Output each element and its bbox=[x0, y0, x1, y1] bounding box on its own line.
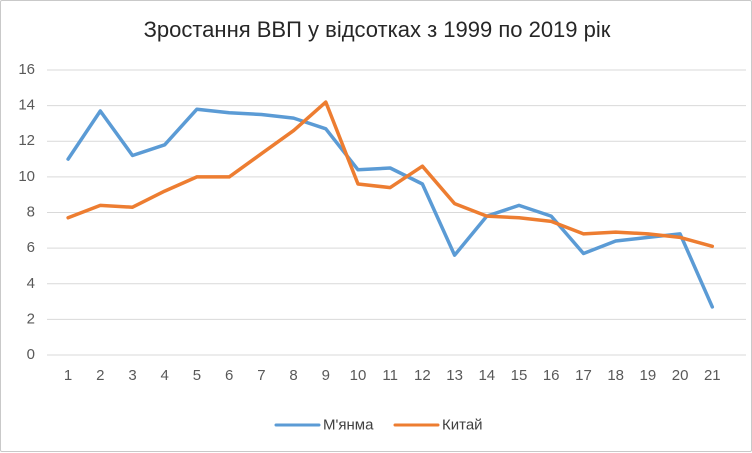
svg-text:8: 8 bbox=[27, 204, 35, 221]
svg-text:6: 6 bbox=[225, 367, 233, 384]
svg-text:21: 21 bbox=[704, 367, 721, 384]
svg-text:4: 4 bbox=[27, 275, 35, 292]
svg-text:10: 10 bbox=[18, 168, 35, 185]
svg-text:17: 17 bbox=[575, 367, 592, 384]
svg-text:8: 8 bbox=[289, 367, 297, 384]
svg-text:10: 10 bbox=[350, 367, 367, 384]
svg-text:19: 19 bbox=[640, 367, 657, 384]
svg-text:2: 2 bbox=[27, 310, 35, 327]
svg-text:6: 6 bbox=[27, 239, 35, 256]
svg-text:20: 20 bbox=[672, 367, 689, 384]
svg-text:18: 18 bbox=[607, 367, 624, 384]
svg-text:9: 9 bbox=[322, 367, 330, 384]
svg-text:Китай: Китай bbox=[442, 417, 483, 434]
svg-text:13: 13 bbox=[446, 367, 463, 384]
svg-text:4: 4 bbox=[161, 367, 169, 384]
svg-text:М'янма: М'янма bbox=[323, 417, 374, 434]
svg-text:12: 12 bbox=[414, 367, 431, 384]
svg-text:7: 7 bbox=[257, 367, 265, 384]
svg-text:14: 14 bbox=[18, 97, 35, 114]
svg-text:2: 2 bbox=[96, 367, 104, 384]
svg-text:16: 16 bbox=[18, 61, 35, 78]
svg-text:5: 5 bbox=[193, 367, 201, 384]
svg-text:1: 1 bbox=[64, 367, 72, 384]
svg-text:14: 14 bbox=[478, 367, 495, 384]
svg-text:16: 16 bbox=[543, 367, 560, 384]
svg-text:0: 0 bbox=[27, 346, 35, 363]
svg-text:11: 11 bbox=[382, 367, 398, 384]
svg-text:3: 3 bbox=[128, 367, 136, 384]
svg-text:12: 12 bbox=[18, 132, 35, 149]
svg-text:15: 15 bbox=[511, 367, 528, 384]
